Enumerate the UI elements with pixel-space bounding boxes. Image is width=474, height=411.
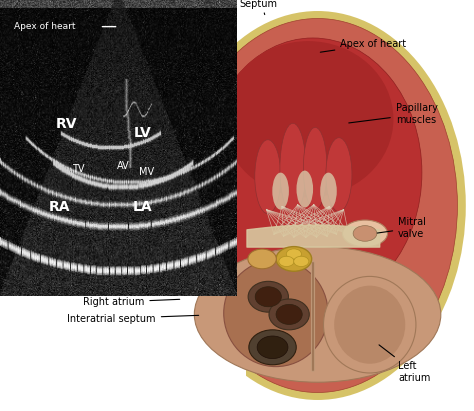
Ellipse shape (178, 18, 457, 393)
Text: Papillary
muscles: Papillary muscles (349, 104, 438, 125)
Ellipse shape (320, 173, 337, 210)
Ellipse shape (249, 330, 296, 365)
Ellipse shape (286, 249, 301, 259)
Text: Left
atrium: Left atrium (379, 345, 430, 383)
Ellipse shape (257, 336, 288, 358)
Ellipse shape (323, 276, 416, 373)
Text: Mitral
valve: Mitral valve (377, 217, 426, 239)
Ellipse shape (296, 171, 313, 208)
Text: RA: RA (48, 200, 70, 214)
Ellipse shape (294, 256, 309, 267)
Ellipse shape (194, 247, 441, 382)
Text: Right atrium: Right atrium (83, 297, 180, 307)
Ellipse shape (334, 286, 405, 364)
Ellipse shape (248, 281, 288, 312)
Ellipse shape (255, 140, 281, 214)
Ellipse shape (326, 138, 352, 212)
Text: Apex of heart: Apex of heart (14, 22, 76, 31)
Text: LA: LA (132, 200, 152, 214)
FancyBboxPatch shape (0, 296, 246, 411)
Text: Septum: Septum (239, 0, 277, 9)
Ellipse shape (248, 249, 276, 269)
Ellipse shape (224, 260, 328, 367)
Ellipse shape (269, 299, 309, 330)
Ellipse shape (204, 38, 422, 307)
Text: Tricuspid valve: Tricuspid valve (73, 252, 169, 262)
Ellipse shape (272, 173, 289, 210)
Text: Aortic valve: Aortic valve (78, 268, 169, 278)
Ellipse shape (255, 287, 282, 307)
Text: AV: AV (117, 161, 129, 171)
Text: RV: RV (55, 117, 77, 131)
Text: Interatrial septum: Interatrial septum (67, 314, 199, 323)
Ellipse shape (303, 127, 327, 210)
Text: TV: TV (72, 164, 84, 174)
Text: MV: MV (139, 166, 155, 177)
Ellipse shape (353, 226, 377, 241)
Ellipse shape (279, 256, 294, 267)
Ellipse shape (169, 11, 466, 400)
Text: Apex of heart: Apex of heart (320, 39, 407, 52)
Ellipse shape (342, 220, 387, 247)
Ellipse shape (223, 41, 393, 197)
Ellipse shape (276, 305, 302, 324)
Text: LV: LV (133, 126, 151, 140)
Ellipse shape (276, 247, 311, 271)
Ellipse shape (280, 123, 306, 214)
